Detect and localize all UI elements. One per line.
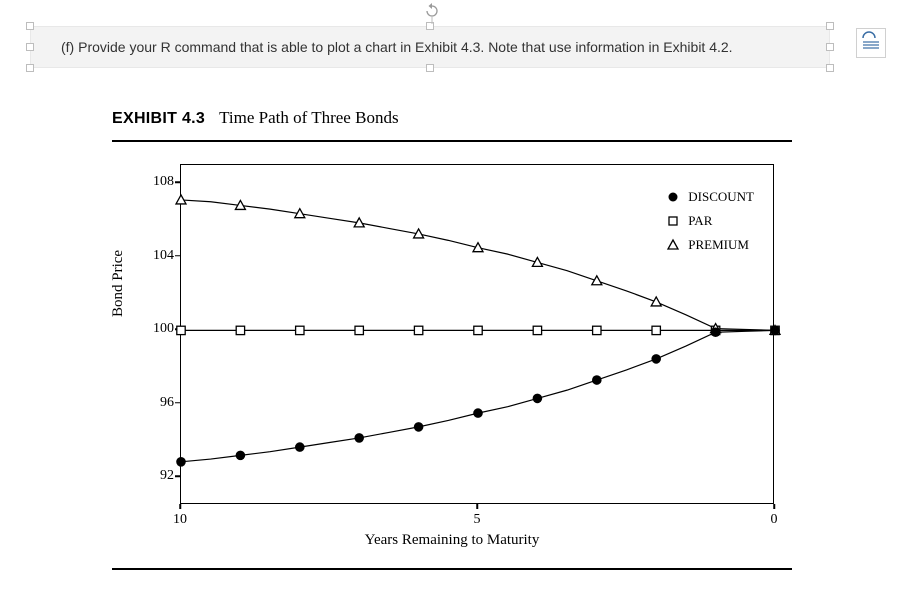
legend-item-discount: DISCOUNT	[664, 188, 754, 206]
chart-container: 92 96 100 104 108 10 5 0 Bond Price Years Rema…	[112, 140, 792, 570]
open-triangle-icon	[664, 239, 682, 251]
x-tick-label: 10	[173, 512, 187, 528]
filled-circle-icon	[664, 191, 682, 203]
legend: DISCOUNT PAR PREMIUM	[664, 188, 754, 260]
selection-handle-s[interactable]	[426, 64, 434, 72]
y-tick-label: 96	[142, 395, 174, 411]
legend-label: PREMIUM	[688, 237, 749, 253]
selection-handle-e[interactable]	[826, 43, 834, 51]
selection-handle-se[interactable]	[826, 64, 834, 72]
question-text: (f) Provide your R command that is able …	[61, 39, 733, 55]
legend-label: PAR	[688, 213, 712, 229]
selection-handle-w[interactable]	[26, 43, 34, 51]
selection-handle-ne[interactable]	[826, 22, 834, 30]
exhibit-title-text: Time Path of Three Bonds	[219, 108, 398, 127]
legend-item-par: PAR	[664, 212, 754, 230]
exhibit-figure: EXHIBIT 4.3 Time Path of Three Bonds 929…	[112, 108, 812, 570]
y-tick-label: 108	[142, 174, 174, 190]
y-tick-label: 104	[142, 248, 174, 264]
y-tick-label: 100	[142, 321, 174, 337]
y-tick-label: 92	[142, 468, 174, 484]
open-square-icon	[664, 215, 682, 227]
x-tick-label: 0	[771, 512, 778, 528]
layout-options-icon[interactable]	[856, 28, 886, 58]
exhibit-heading: EXHIBIT 4.3 Time Path of Three Bonds	[112, 108, 812, 128]
legend-label: DISCOUNT	[688, 189, 754, 205]
question-selection-box[interactable]: (f) Provide your R command that is able …	[30, 26, 830, 68]
rotation-handle-icon[interactable]	[425, 2, 435, 16]
exhibit-label: EXHIBIT 4.3	[112, 110, 205, 127]
x-axis-label: Years Remaining to Maturity	[365, 532, 540, 549]
x-tick-label: 5	[474, 512, 481, 528]
selection-handle-sw[interactable]	[26, 64, 34, 72]
selection-handle-nw[interactable]	[26, 22, 34, 30]
legend-item-premium: PREMIUM	[664, 236, 754, 254]
selection-handle-n[interactable]	[426, 22, 434, 30]
y-axis-label: Bond Price	[110, 250, 127, 317]
